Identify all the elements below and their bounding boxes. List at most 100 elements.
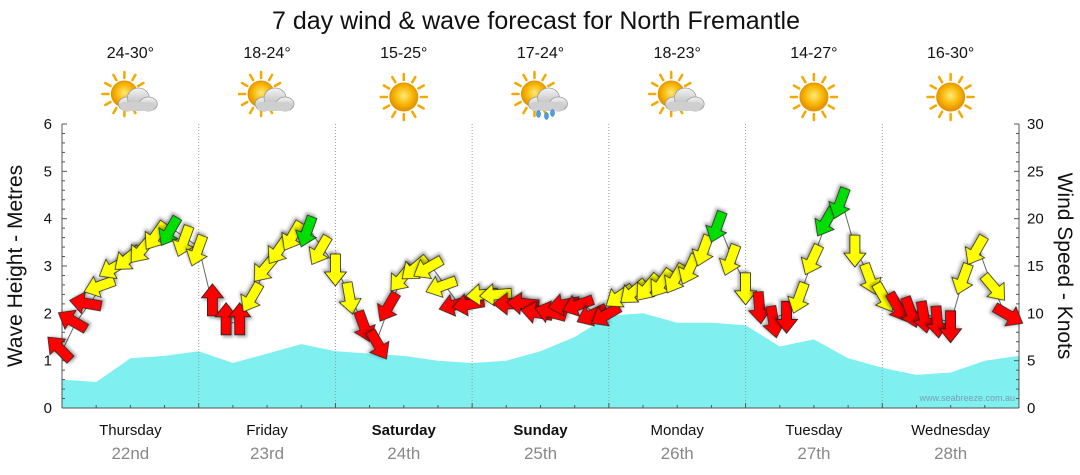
day-name-label: Thursday (99, 422, 162, 439)
day-date-label: 25th (524, 444, 557, 463)
sun-ray (658, 106, 665, 115)
wind-arrow (576, 303, 609, 327)
sun-ray (391, 110, 397, 119)
right-axis-label: Wind Speed - Knots (1053, 173, 1076, 360)
sun-ray (514, 81, 522, 88)
sun-ray (248, 106, 255, 115)
wind-arrow (828, 186, 851, 220)
wind-arrow (171, 224, 195, 258)
right-tick-label: 20 (1027, 211, 1044, 228)
sun-ray (112, 106, 118, 115)
wind-arrow (401, 253, 431, 280)
wind-arrow (843, 234, 867, 268)
sun-ray (267, 73, 274, 82)
sun-disc (389, 82, 419, 112)
sun-ray (957, 75, 964, 84)
wind-arrows (47, 186, 1024, 364)
wind-arrow (733, 272, 758, 306)
sunny-icon (379, 72, 429, 122)
day-date-label: 27th (797, 444, 830, 463)
sun-ray (957, 110, 964, 119)
day-date-label: 23rd (250, 444, 284, 463)
wind-arrow (979, 271, 1005, 301)
sun-ray (650, 100, 659, 107)
wind-arrow (365, 328, 390, 360)
wind-arrow (200, 283, 225, 317)
cloud (118, 87, 158, 112)
sun-ray (937, 110, 944, 119)
sun-ray (273, 81, 282, 88)
day-name-label: Sunday (513, 422, 568, 439)
left-tick-label: 5 (44, 163, 52, 180)
sun-ray (929, 104, 938, 110)
left-axis-label: Wave Height - Metres (4, 165, 27, 367)
day-name-label: Tuesday (785, 422, 842, 439)
sun-ray (240, 81, 249, 88)
sun-ray (827, 84, 836, 90)
sun-ray (937, 75, 944, 84)
sun-ray (131, 73, 137, 82)
left-y-tick-labels: 0 1 2 3 4 5 6 (44, 116, 52, 417)
weather-icons (101, 70, 975, 122)
wind-arrow (47, 336, 75, 364)
day-date-label: 28th (934, 444, 967, 463)
left-tick-label: 1 (44, 353, 52, 370)
sun-ray (821, 75, 827, 84)
wind-arrow (68, 291, 103, 315)
sun-ray (417, 104, 425, 110)
temp-label: 16-30° (927, 45, 974, 62)
partly-cloudy-icon (237, 70, 295, 118)
left-tick-label: 2 (44, 305, 52, 322)
sun-ray (382, 104, 391, 110)
sun-ray (792, 84, 801, 90)
right-tick-label: 10 (1027, 305, 1044, 322)
sun-ray (136, 81, 145, 88)
sun-ray (929, 84, 938, 90)
day-date-label: 26th (661, 444, 694, 463)
sun-ray (411, 75, 417, 84)
wind-arrow (295, 214, 318, 248)
sun-ray (827, 104, 836, 110)
left-tick-label: 0 (44, 400, 52, 417)
sun-disc (799, 82, 829, 112)
partly-cloudy-icon (101, 70, 158, 118)
showers-icon (511, 70, 568, 120)
wave-height-area (62, 313, 1019, 408)
temp-label: 17-24° (517, 45, 564, 62)
sun-ray (683, 81, 692, 88)
wind-arrow (377, 290, 401, 322)
sun-ray (104, 81, 112, 88)
sun-ray (964, 104, 972, 110)
cloud (528, 87, 568, 112)
cloud-base (257, 102, 292, 111)
wind-arrow (964, 233, 989, 265)
day-name-label: Wednesday (911, 422, 990, 439)
sunny-icon (789, 72, 839, 122)
wind-arrow (534, 300, 568, 324)
wind-arrow (57, 309, 90, 334)
sun-ray (514, 100, 522, 107)
wind-arrow (691, 233, 714, 267)
day-name-label: Monday (651, 422, 705, 439)
sun-ray (522, 73, 528, 82)
day-date-label: 24th (387, 444, 420, 463)
rain-drop (544, 112, 549, 120)
left-tick-label: 4 (44, 211, 52, 228)
sun-ray (792, 104, 801, 110)
wind-arrow (185, 233, 209, 267)
sun-ray (382, 84, 391, 90)
x-axis-day-labels: Thursday 22nd Friday 23rd Saturday 24th Sunday… (99, 422, 991, 463)
temp-label: 14-27° (790, 45, 837, 62)
cloud (254, 87, 295, 112)
wind-arrow (240, 280, 265, 313)
wind-arrow (991, 302, 1024, 327)
wind-arrow (718, 243, 742, 276)
wind-arrow (323, 253, 348, 287)
partly-cloudy-icon (647, 70, 705, 118)
sun-ray (547, 81, 555, 88)
right-tick-label: 0 (1027, 400, 1035, 417)
temp-label: 15-25° (380, 45, 427, 62)
wind-arrow (413, 255, 445, 280)
cloud (664, 87, 705, 112)
